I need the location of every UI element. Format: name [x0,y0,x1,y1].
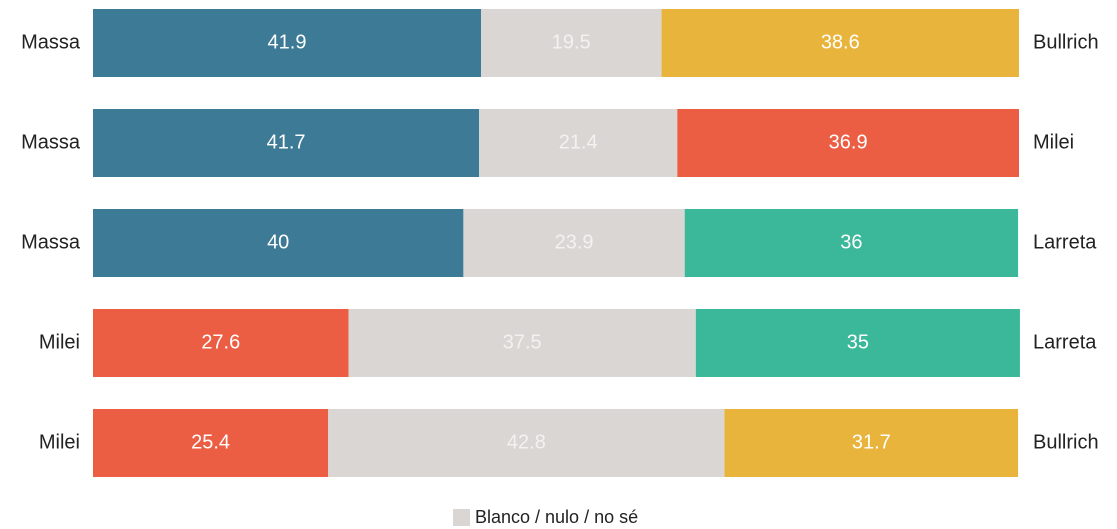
bar-segment [480,9,662,77]
bar-segment [93,9,481,77]
bar-segment [661,9,1019,77]
right-label: Larreta [1033,231,1097,253]
value-label: 36 [840,231,862,253]
right-label: Bullrich [1033,431,1099,453]
value-label: 36.9 [829,131,868,153]
bar-segment [93,309,349,377]
value-label: 42.8 [507,431,546,453]
bar-segment [93,409,329,477]
value-label: 35 [847,331,869,353]
bar-segment [463,209,685,277]
bar-segment [695,309,1020,377]
legend-swatch [453,509,470,526]
value-label: 27.6 [201,331,240,353]
value-label: 21.4 [559,131,598,153]
bar-segment [724,409,1019,477]
left-label: Milei [39,431,80,453]
bar-segment [328,409,725,477]
value-label: 19.5 [552,31,591,53]
bar-segment [93,209,464,277]
bar-segment [479,109,678,177]
value-label: 40 [267,231,289,253]
value-label: 25.4 [191,431,230,453]
value-label: 23.9 [555,231,594,253]
bar-segment [93,109,480,177]
left-label: Massa [21,231,81,253]
right-label: Larreta [1033,331,1097,353]
left-label: Massa [21,131,81,153]
bar-segment [677,109,1019,177]
value-label: 31.7 [852,431,891,453]
left-label: Milei [39,331,80,353]
legend-label: Blanco / nulo / no sé [475,507,638,527]
value-label: 38.6 [821,31,860,53]
right-label: Bullrich [1033,31,1099,53]
bar-segment [684,209,1019,277]
left-label: Massa [21,31,81,53]
value-label: 37.5 [503,331,542,353]
value-label: 41.7 [267,131,306,153]
right-label: Milei [1033,131,1074,153]
bar-segment [348,309,696,377]
value-label: 41.9 [268,31,307,53]
